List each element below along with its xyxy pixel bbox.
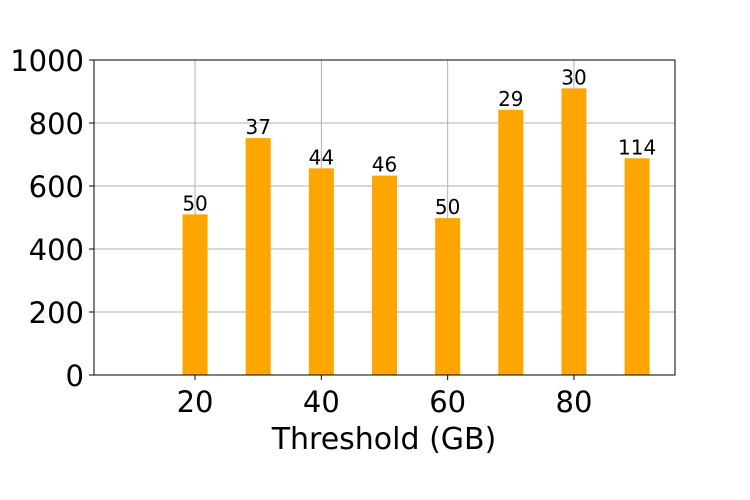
y-tick-label: 200 xyxy=(29,296,84,330)
y-tick-label: 600 xyxy=(29,170,84,204)
x-tick-label: 40 xyxy=(303,385,340,419)
bar-value-labels: 50 37 44 46 50 29 30 114 xyxy=(182,65,656,219)
bar xyxy=(245,138,271,375)
bar xyxy=(182,214,208,375)
plot-frame xyxy=(93,59,676,376)
bar xyxy=(624,158,650,375)
bar-value-label: 46 xyxy=(372,153,397,177)
bar-value-label: 114 xyxy=(618,135,656,159)
bars xyxy=(182,88,650,376)
bar xyxy=(561,88,587,375)
bar-value-label: 30 xyxy=(561,65,586,89)
y-axis-ticks: 0 200 400 600 800 1000 xyxy=(10,44,94,393)
x-axis-title: Threshold (GB) xyxy=(271,422,497,457)
bar-value-label: 37 xyxy=(245,115,270,139)
x-tick-label: 20 xyxy=(177,385,214,419)
y-tick-label: 800 xyxy=(29,107,84,141)
y-tick-label: 1000 xyxy=(10,44,84,78)
y-tick-label: 0 xyxy=(66,359,84,393)
bar xyxy=(372,175,397,375)
x-axis-ticks: 20 40 60 80 xyxy=(177,375,593,419)
x-tick-label: 80 xyxy=(556,385,593,419)
bar xyxy=(435,218,461,375)
bar xyxy=(308,168,334,375)
x-tick-label: 60 xyxy=(429,385,466,419)
bar xyxy=(498,109,524,376)
bar-value-label: 50 xyxy=(435,195,460,219)
bar-value-label: 50 xyxy=(182,191,207,215)
y-tick-label: 400 xyxy=(29,233,84,267)
bar-value-label: 29 xyxy=(498,87,523,111)
bar-value-label: 44 xyxy=(309,145,334,169)
